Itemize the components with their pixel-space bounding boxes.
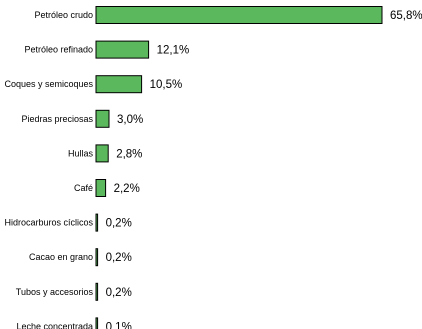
category-label-2: Coques y semicoques: [4, 79, 93, 89]
bar-9: [95, 317, 99, 329]
bar-8: [95, 282, 99, 301]
category-label-9: Leche concentrada: [16, 321, 93, 329]
value-label-8: 0,2%: [106, 287, 132, 299]
category-label-0: Petróleo crudo: [34, 10, 93, 20]
category-label-4: Hullas: [68, 148, 94, 158]
value-label-5: 2,2%: [114, 183, 140, 195]
value-label-1: 12,1%: [157, 45, 190, 57]
labels-layer: Petróleo crudo 65,8% Petróleo refinado 12,1…: [4, 10, 422, 329]
value-label-2: 10,5%: [150, 79, 183, 91]
bar-0: [95, 6, 383, 24]
category-label-7: Cacao en grano: [29, 252, 93, 262]
value-label-0: 65,8%: [390, 10, 422, 22]
category-label-8: Tubos y accesorios: [16, 287, 94, 297]
bar-2: [95, 75, 143, 94]
bar-1: [95, 40, 150, 59]
category-label-1: Petróleo refinado: [24, 45, 93, 55]
bar-5: [95, 179, 107, 197]
bar-7: [95, 248, 99, 267]
bars-layer: [95, 6, 383, 329]
category-label-6: Hidrocarburos cíclicos: [4, 218, 93, 228]
category-label-5: Café: [74, 183, 93, 193]
value-label-3: 3,0%: [117, 114, 143, 126]
category-label-3: Piedras preciosas: [21, 114, 93, 124]
bar-6: [95, 213, 99, 232]
value-label-4: 2,8%: [116, 148, 142, 160]
bar-3: [95, 109, 110, 128]
value-label-9: 0,1%: [106, 321, 132, 329]
value-label-7: 0,2%: [106, 252, 132, 264]
value-label-6: 0,2%: [106, 218, 132, 230]
bar-4: [95, 144, 109, 163]
